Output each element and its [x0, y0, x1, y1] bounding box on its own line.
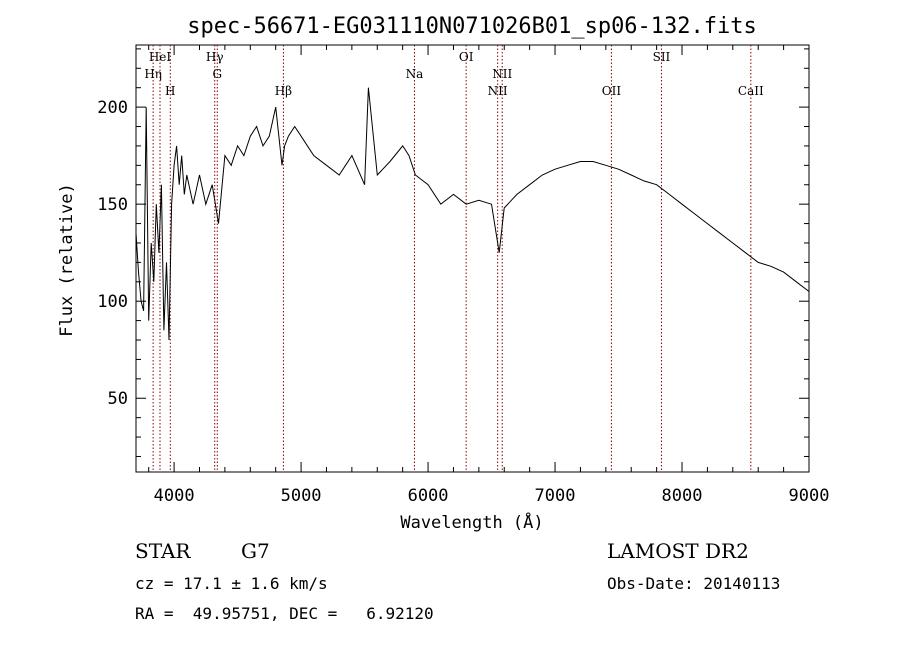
- line-marker-label: Hγ: [206, 50, 224, 64]
- spectrum-line: [135, 87, 810, 341]
- line-marker-label: HeI: [149, 50, 172, 64]
- line-marker-label: OII: [602, 84, 622, 98]
- emission-line-labels: Hη HeI H Hγ G Hβ Na OI NII NII OII SII CaII: [144, 50, 764, 98]
- redshift-readout: cz = 17.1 ± 1.6 km/s: [135, 574, 328, 593]
- object-subclass: G7: [241, 539, 270, 563]
- object-class: STAR: [135, 539, 191, 563]
- line-marker-label: H: [165, 84, 175, 98]
- line-marker-label: NII: [488, 84, 508, 98]
- chart-title: spec-56671-EG031110N071026B01_sp06-132.f…: [187, 14, 757, 39]
- line-marker-label: G: [212, 67, 222, 81]
- survey-name: LAMOST DR2: [607, 539, 749, 563]
- line-marker-label: Na: [406, 67, 424, 81]
- y-tick-label: 50: [108, 389, 128, 409]
- x-axis-label: Wavelength (Å): [400, 511, 543, 533]
- x-tick-label: 5000: [281, 486, 322, 506]
- emission-line-markers: [152, 45, 752, 472]
- line-marker-label: SII: [653, 50, 671, 64]
- line-marker-label: NII: [492, 67, 512, 81]
- x-tick-label: 4000: [154, 486, 195, 506]
- y-axis-ticks: 50 100 150 200: [97, 48, 809, 457]
- y-axis-label: Flux (relative): [57, 183, 77, 337]
- x-tick-label: 8000: [662, 486, 703, 506]
- line-marker-label: Hβ: [275, 84, 292, 98]
- y-tick-label: 150: [97, 195, 128, 215]
- line-marker-label: OI: [459, 50, 474, 64]
- x-tick-label: 7000: [535, 486, 576, 506]
- y-tick-label: 200: [97, 98, 128, 118]
- plot-frame: [135, 44, 810, 473]
- x-tick-label: 9000: [789, 486, 830, 506]
- x-axis-ticks: 4000 5000 6000 7000 8000 9000: [148, 45, 830, 506]
- x-tick-label: 6000: [408, 486, 449, 506]
- line-marker-label: Hη: [144, 67, 162, 81]
- obs-date: Obs-Date: 20140113: [607, 574, 780, 593]
- y-tick-label: 100: [97, 292, 128, 312]
- coordinates: RA = 49.95751, DEC = 6.92120: [135, 604, 434, 623]
- line-marker-label: CaII: [738, 84, 764, 98]
